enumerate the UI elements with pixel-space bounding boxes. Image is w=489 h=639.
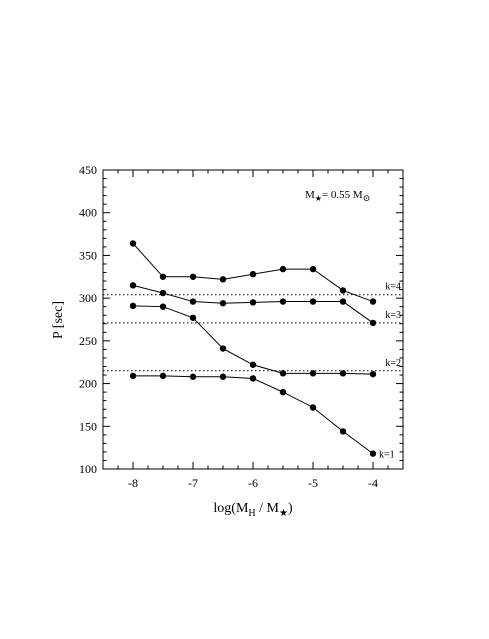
data-point xyxy=(159,372,167,380)
data-point xyxy=(369,370,377,378)
x-axis-label: log(MH / M★) xyxy=(213,501,293,519)
series-line-4 xyxy=(133,375,374,455)
x-tick-label: -7 xyxy=(188,476,198,490)
y-tick-label: 350 xyxy=(79,248,97,262)
tick-labels: -8 -7 -6 -5 -4 100 150 200 250 300 350 400 450 xyxy=(79,163,378,490)
data-point xyxy=(129,240,137,247)
data-point xyxy=(249,361,257,368)
y-tick-label: 100 xyxy=(79,462,97,476)
data-point xyxy=(279,298,287,305)
data-point xyxy=(159,289,167,297)
data-point xyxy=(369,298,377,305)
data-point xyxy=(339,370,347,377)
data-point xyxy=(189,314,197,321)
x-tick-label: -6 xyxy=(248,476,258,490)
data-point xyxy=(279,265,287,273)
data-point xyxy=(219,276,227,283)
y-tick-label: 200 xyxy=(79,377,97,391)
data-point xyxy=(279,370,287,377)
data-point xyxy=(129,372,137,380)
series-label-k4: k=4 xyxy=(385,282,401,293)
data-point xyxy=(309,370,317,377)
data-point xyxy=(219,300,227,307)
series-label-k1: k=1 xyxy=(379,450,395,461)
data-point xyxy=(219,373,227,380)
x-tick-label: -8 xyxy=(128,476,138,490)
data-point xyxy=(129,302,137,310)
series-labels: k=4 k=3 k=2 k=1 xyxy=(379,282,401,461)
data-point xyxy=(159,273,167,280)
y-tick-label: 300 xyxy=(79,291,97,305)
y-tick-label: 400 xyxy=(79,206,97,220)
data-point xyxy=(339,298,347,305)
data-point xyxy=(309,404,317,411)
data-point xyxy=(249,375,257,382)
x-tick-label: -4 xyxy=(368,476,378,490)
data-point xyxy=(369,450,377,457)
data-point xyxy=(309,265,317,273)
data-point xyxy=(189,273,197,280)
y-tick-label: 150 xyxy=(79,419,97,433)
data-point xyxy=(129,282,137,289)
data-point xyxy=(189,373,197,380)
x-tick-label: -5 xyxy=(308,476,318,490)
data-point xyxy=(189,298,197,305)
data-point xyxy=(159,303,167,310)
plot-frame xyxy=(102,169,404,470)
data-point xyxy=(219,345,227,352)
series-label-k3: k=3 xyxy=(385,310,401,321)
series-label-k2: k=2 xyxy=(385,358,401,369)
data-point xyxy=(339,428,347,435)
y-axis-label: P [sec] xyxy=(51,301,66,339)
data-point xyxy=(369,319,377,327)
y-tick-label: 450 xyxy=(79,163,97,177)
data-point xyxy=(339,287,347,294)
data-point xyxy=(249,299,257,306)
axis-ticks xyxy=(102,169,404,470)
data-point xyxy=(279,388,287,396)
y-tick-label: 250 xyxy=(79,334,97,348)
mass-annotation: M★= 0.55 M⊙ xyxy=(305,189,370,203)
data-point xyxy=(249,271,257,278)
data-points xyxy=(129,240,377,457)
data-point xyxy=(309,298,317,305)
